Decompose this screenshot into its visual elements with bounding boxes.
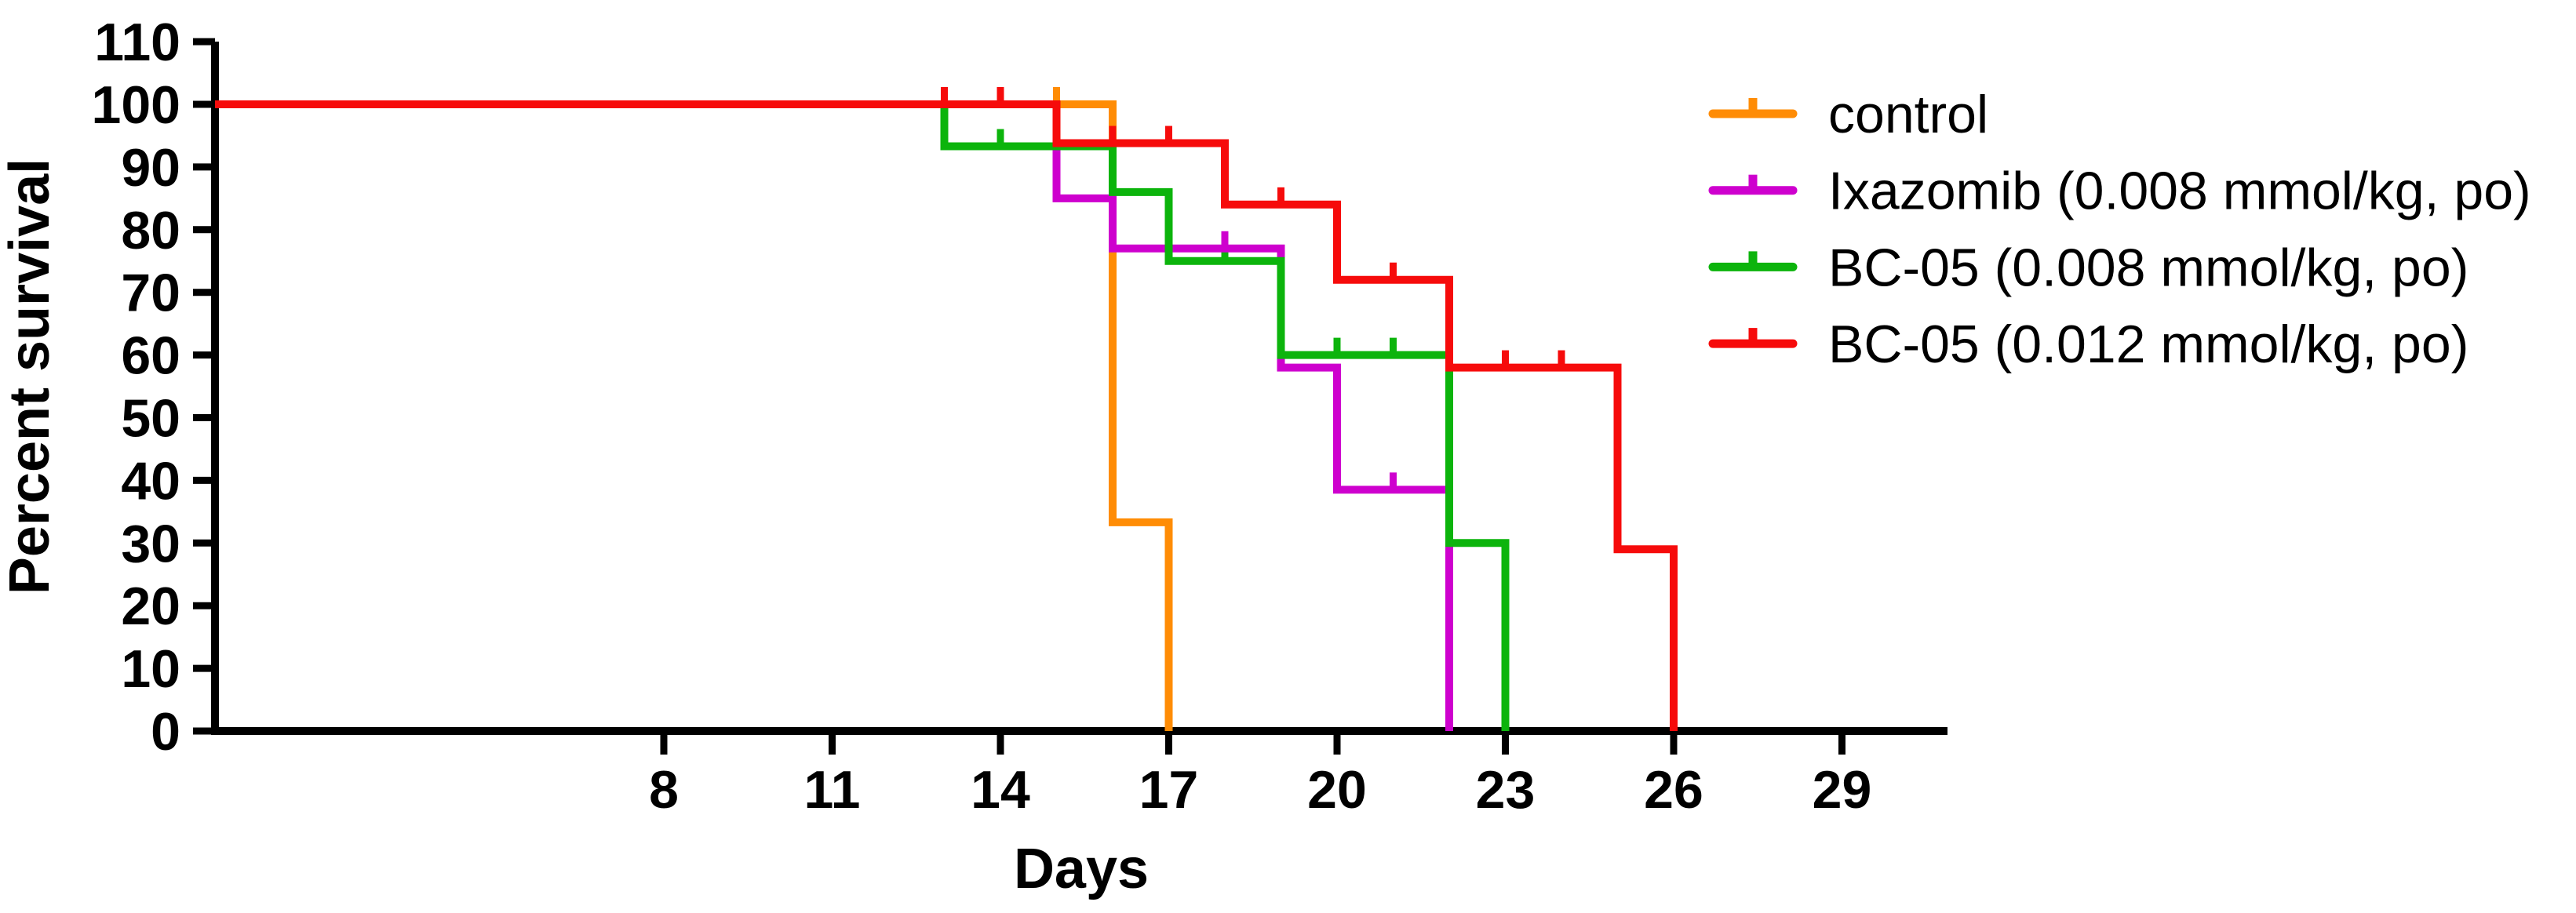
curves-layer [215, 87, 1678, 731]
x-tick-label: 23 [1476, 760, 1536, 820]
y-tick-label: 60 [121, 326, 180, 386]
x-axis-title: Days [1014, 838, 1149, 900]
legend-label: control [1828, 85, 1988, 144]
y-tick-label: 90 [121, 138, 180, 198]
survival-curve-bc-05-0-008-mmol-kg-po [215, 100, 1510, 731]
legend-item-bc-05-0-012-mmol-kg-po: BC-05 (0.012 mmol/kg, po) [1708, 315, 2469, 374]
y-tick-label: 20 [121, 577, 180, 636]
y-axis-title: Percent survival [0, 158, 61, 595]
y-tick-label: 100 [92, 75, 180, 135]
x-tick-label: 20 [1307, 760, 1367, 820]
y-tick-label: 70 [121, 264, 180, 323]
survival-curve-bc-05-0-012-mmol-kg-po [215, 100, 1678, 731]
x-tick-label: 11 [804, 760, 861, 820]
legend: control Ixazomib (0.008 mmol/kg, po) BC-05… [1708, 85, 2531, 374]
x-tick-label: 26 [1644, 760, 1703, 820]
x-tick-label: 29 [1813, 760, 1872, 820]
y-tick-label: 80 [121, 201, 180, 260]
y-tick-label: 0 [151, 702, 180, 762]
legend-item-ixazomib-0-008-mmol-kg-po: Ixazomib (0.008 mmol/kg, po) [1708, 162, 2531, 221]
y-tick-label: 110 [94, 13, 180, 72]
y-tick-label: 40 [121, 451, 180, 511]
y-tick-label: 50 [121, 389, 180, 449]
legend-item-bc-05-0-008-mmol-kg-po: BC-05 (0.008 mmol/kg, po) [1708, 238, 2469, 297]
x-tick-label: 14 [971, 760, 1030, 820]
legend-label: BC-05 (0.008 mmol/kg, po) [1828, 238, 2469, 297]
legend-label: BC-05 (0.012 mmol/kg, po) [1828, 315, 2469, 374]
legend-label: Ixazomib (0.008 mmol/kg, po) [1828, 162, 2531, 221]
legend-item-control: control [1708, 85, 1988, 144]
y-tick-label: 30 [121, 514, 180, 573]
survival-curve-control [215, 100, 1173, 731]
y-tick-label: 10 [121, 639, 180, 699]
x-tick-label: 8 [649, 760, 679, 820]
x-tick-label: 17 [1139, 760, 1199, 820]
survival-curve-ixazomib-0-008-mmol-kg-po [215, 100, 1453, 731]
